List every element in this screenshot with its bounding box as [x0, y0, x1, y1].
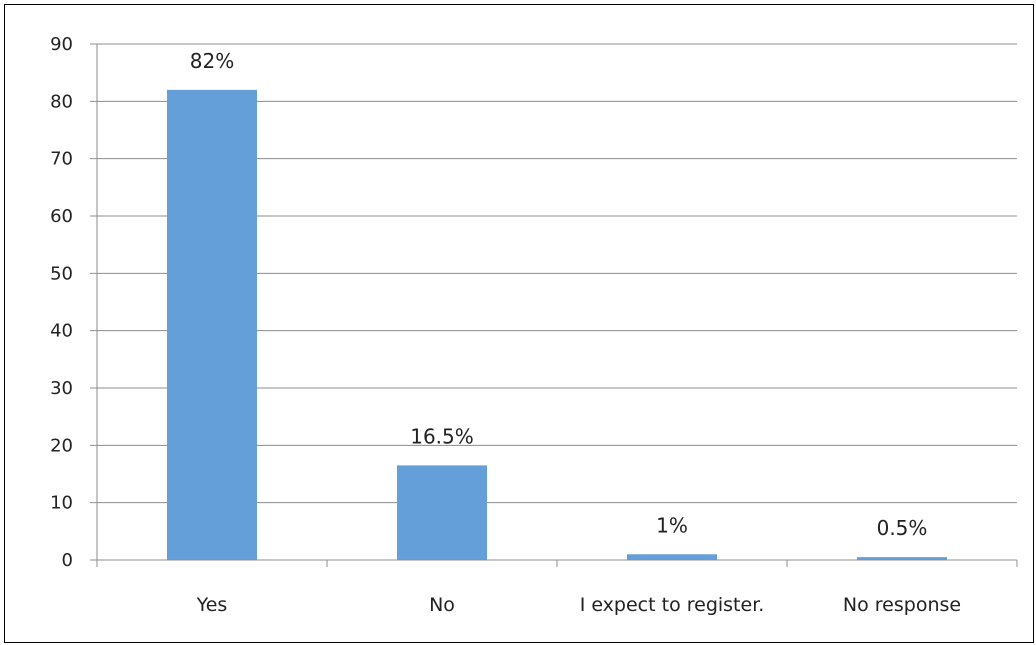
bar-no-response	[857, 557, 947, 560]
data-label: 82%	[190, 49, 234, 73]
category-labels: Yes No I expect to register. No response	[196, 594, 961, 616]
bar-i-expect-to-register	[627, 554, 717, 560]
data-label: 0.5%	[877, 516, 928, 540]
y-tick-label: 20	[50, 435, 73, 456]
y-tick-label: 30	[50, 378, 73, 399]
data-label: 16.5%	[410, 424, 474, 448]
bars	[167, 89, 947, 560]
y-tick-label: 50	[50, 263, 73, 284]
y-tick-label: 80	[50, 91, 73, 112]
y-tick-label: 0	[62, 550, 73, 571]
bar-yes	[167, 89, 257, 560]
y-tick-label: 90	[50, 34, 73, 55]
bar-no	[397, 465, 487, 560]
y-tick-label: 70	[50, 149, 73, 170]
category-label: No	[429, 594, 455, 616]
chart-frame: 0 10 20 30 40 50 60 70 80 90 Yes No I expect to reg…	[4, 4, 1034, 643]
category-label: No response	[843, 594, 961, 616]
y-tick-label: 40	[50, 321, 73, 342]
y-tick-label: 10	[50, 493, 73, 514]
data-label: 1%	[656, 513, 688, 537]
y-axis-ticks: 0 10 20 30 40 50 60 70 80 90	[50, 34, 73, 571]
x-axis	[96, 44, 1018, 567]
data-labels: 82% 16.5% 1% 0.5%	[190, 49, 928, 540]
y-tick-label: 60	[50, 206, 73, 227]
bar-chart: 0 10 20 30 40 50 60 70 80 90 Yes No I expect to reg…	[50, 34, 1018, 616]
category-label: Yes	[196, 594, 228, 616]
category-label: I expect to register.	[580, 594, 765, 616]
